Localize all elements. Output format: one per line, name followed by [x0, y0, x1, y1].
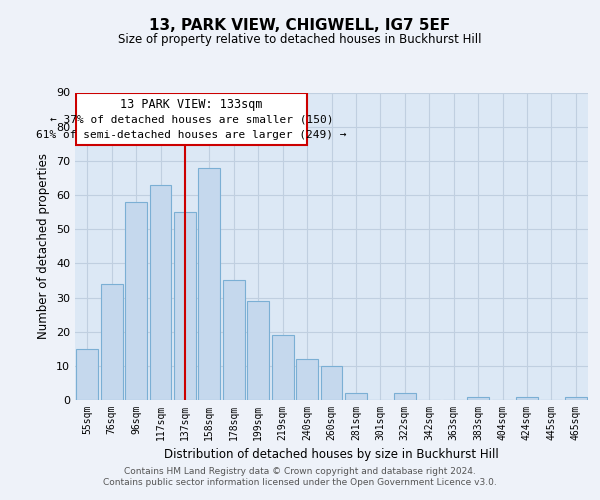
Bar: [394, 393, 416, 400]
Bar: [101, 284, 122, 400]
Bar: [516, 396, 538, 400]
Bar: [272, 335, 293, 400]
Bar: [174, 212, 196, 400]
Bar: [345, 393, 367, 400]
Bar: [320, 366, 343, 400]
Text: Size of property relative to detached houses in Buckhurst Hill: Size of property relative to detached ho…: [118, 32, 482, 46]
Bar: [125, 202, 147, 400]
Bar: [149, 184, 172, 400]
Text: Contains HM Land Registry data © Crown copyright and database right 2024.: Contains HM Land Registry data © Crown c…: [124, 467, 476, 476]
Bar: [199, 168, 220, 400]
Bar: [467, 396, 489, 400]
Text: Contains public sector information licensed under the Open Government Licence v3: Contains public sector information licen…: [103, 478, 497, 487]
Bar: [247, 301, 269, 400]
X-axis label: Distribution of detached houses by size in Buckhurst Hill: Distribution of detached houses by size …: [164, 448, 499, 462]
Text: 61% of semi-detached houses are larger (249) →: 61% of semi-detached houses are larger (…: [37, 130, 347, 140]
FancyBboxPatch shape: [76, 92, 307, 146]
Bar: [296, 359, 318, 400]
Text: 13 PARK VIEW: 133sqm: 13 PARK VIEW: 133sqm: [121, 98, 263, 110]
Bar: [76, 349, 98, 400]
Text: 13, PARK VIEW, CHIGWELL, IG7 5EF: 13, PARK VIEW, CHIGWELL, IG7 5EF: [149, 18, 451, 32]
Text: ← 37% of detached houses are smaller (150): ← 37% of detached houses are smaller (15…: [50, 114, 334, 124]
Bar: [223, 280, 245, 400]
Y-axis label: Number of detached properties: Number of detached properties: [37, 153, 50, 339]
Bar: [565, 396, 587, 400]
